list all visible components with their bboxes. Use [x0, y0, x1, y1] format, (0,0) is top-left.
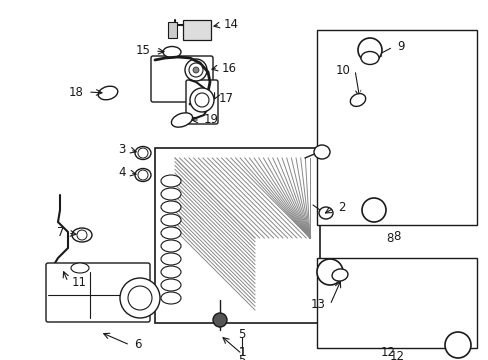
Circle shape [184, 59, 206, 81]
Ellipse shape [163, 46, 181, 58]
Text: 7: 7 [57, 226, 64, 239]
Circle shape [195, 93, 208, 107]
Text: 12: 12 [380, 346, 395, 360]
Ellipse shape [161, 253, 181, 265]
Ellipse shape [98, 86, 118, 100]
Text: 1: 1 [238, 346, 245, 359]
Text: 3: 3 [119, 144, 126, 157]
Ellipse shape [135, 147, 151, 159]
Text: 12: 12 [389, 350, 404, 360]
Circle shape [128, 286, 152, 310]
Text: 10: 10 [335, 63, 350, 77]
Bar [168, 22, 177, 38]
Text: 14: 14 [224, 18, 239, 31]
Ellipse shape [135, 168, 151, 181]
Circle shape [138, 148, 148, 158]
Circle shape [316, 259, 342, 285]
Ellipse shape [161, 201, 181, 213]
Text: 1: 1 [238, 346, 245, 359]
Text: 9: 9 [396, 40, 404, 54]
Text: 4: 4 [118, 166, 126, 180]
Ellipse shape [349, 94, 365, 107]
Ellipse shape [72, 228, 92, 242]
Text: 5: 5 [238, 354, 245, 360]
Text: 8: 8 [392, 230, 400, 243]
Text: 16: 16 [222, 62, 237, 75]
Bar [316, 258, 476, 348]
Ellipse shape [318, 207, 332, 219]
Bar [183, 20, 210, 40]
Text: 11: 11 [72, 275, 87, 288]
Circle shape [361, 198, 385, 222]
Text: 6: 6 [134, 338, 141, 351]
Ellipse shape [161, 240, 181, 252]
Ellipse shape [161, 214, 181, 226]
FancyBboxPatch shape [46, 263, 150, 322]
Ellipse shape [313, 145, 329, 159]
Ellipse shape [360, 51, 378, 64]
Circle shape [444, 332, 470, 358]
FancyBboxPatch shape [185, 80, 218, 124]
Circle shape [120, 278, 160, 318]
Text: 17: 17 [219, 91, 234, 104]
Ellipse shape [161, 292, 181, 304]
Circle shape [213, 313, 226, 327]
Ellipse shape [161, 266, 181, 278]
Circle shape [77, 230, 87, 240]
Circle shape [138, 170, 148, 180]
Ellipse shape [161, 175, 181, 187]
Text: 19: 19 [203, 113, 219, 126]
Text: 18: 18 [69, 85, 84, 99]
Text: 8: 8 [386, 231, 393, 244]
Circle shape [190, 88, 214, 112]
Ellipse shape [161, 279, 181, 291]
Ellipse shape [161, 227, 181, 239]
Circle shape [357, 38, 381, 62]
Text: 5: 5 [238, 328, 245, 342]
Ellipse shape [71, 263, 89, 273]
Ellipse shape [171, 113, 192, 127]
Bar [155, 148, 319, 323]
Text: 13: 13 [310, 298, 325, 311]
Circle shape [193, 67, 199, 73]
Text: 15: 15 [136, 45, 151, 58]
FancyBboxPatch shape [151, 56, 213, 102]
Ellipse shape [161, 188, 181, 200]
Circle shape [189, 63, 203, 77]
Bar [316, 30, 476, 225]
Text: 2: 2 [337, 202, 345, 215]
Ellipse shape [331, 269, 347, 281]
